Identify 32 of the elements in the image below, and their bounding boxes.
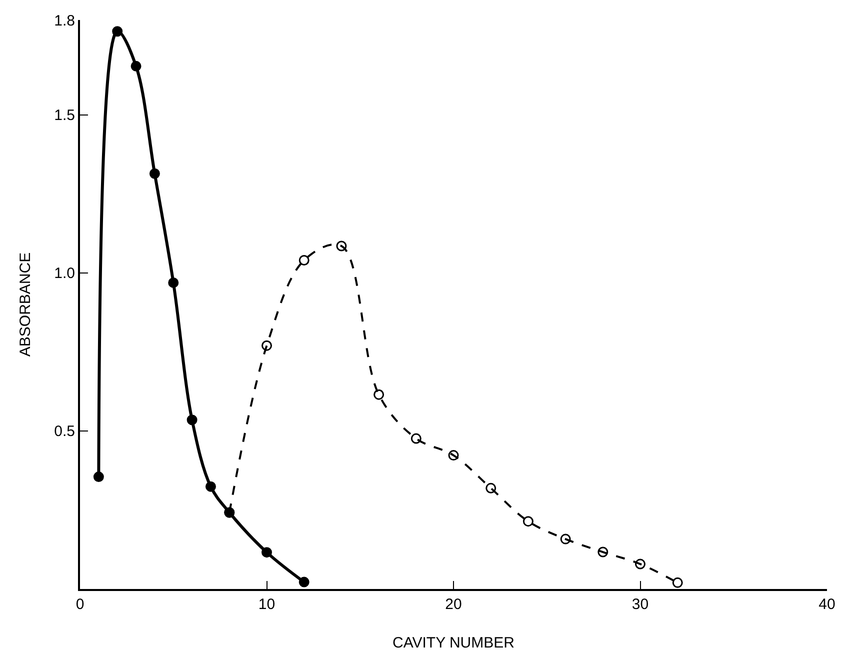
point — [130, 60, 142, 72]
point — [298, 254, 310, 266]
x-tick-label: 30 — [632, 596, 649, 613]
point — [560, 534, 571, 544]
point — [598, 546, 608, 558]
point — [298, 576, 310, 588]
x-tick-label: 0 — [76, 596, 84, 613]
y-axis-title: ABSORBANCE — [16, 252, 34, 357]
point — [262, 547, 272, 558]
point — [93, 472, 104, 482]
x-tick-label: 10 — [258, 596, 276, 613]
point — [262, 340, 272, 351]
x-tick-label: 40 — [818, 596, 836, 613]
y-tick-label: 0.5 — [54, 423, 75, 440]
point — [672, 577, 683, 588]
y-tick-label: 1.8 — [54, 12, 75, 30]
point — [522, 516, 534, 527]
point — [112, 26, 123, 37]
point — [486, 482, 496, 494]
x-axis-title: CAVITY NUMBER — [392, 634, 515, 652]
point — [410, 433, 422, 444]
point — [205, 481, 216, 492]
point — [186, 414, 198, 426]
y-tick-label: 1.0 — [54, 265, 75, 282]
point — [448, 450, 459, 461]
point — [168, 277, 179, 288]
y-tick-label: 1.5 — [54, 107, 75, 124]
point — [635, 558, 646, 570]
point — [336, 240, 347, 252]
x-tick-label: 20 — [445, 596, 462, 613]
point — [149, 168, 160, 179]
point — [374, 389, 384, 400]
